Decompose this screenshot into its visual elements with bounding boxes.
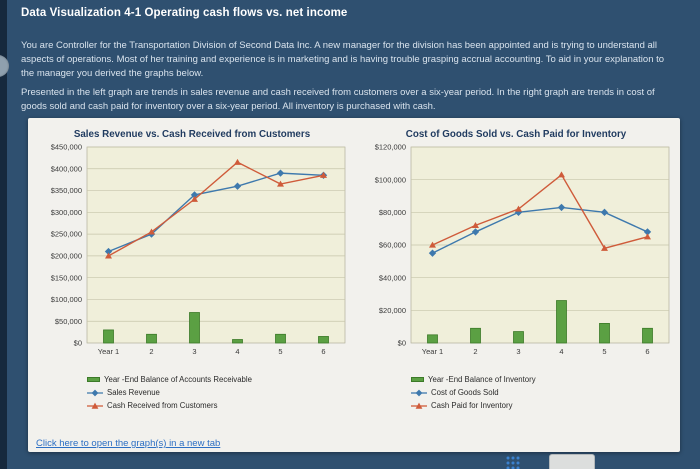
svg-text:$250,000: $250,000 — [51, 230, 82, 239]
svg-text:3: 3 — [192, 347, 196, 356]
chart-plot-right: $0 $20,000 $40,000 $60,000 $80,000 $100,000 $1… — [375, 143, 670, 356]
svg-text:6: 6 — [321, 347, 325, 356]
legend-label: Cash Paid for Inventory — [431, 401, 513, 410]
chart-title-right: Cost of Goods Sold vs. Cash Paid for Inv… — [405, 129, 627, 140]
page-title: Data Visualization 4-1 Operating cash fl… — [21, 7, 348, 19]
legend-item-cogs: Cost of Goods Sold — [411, 386, 677, 399]
chart-title-left: Sales Revenue vs. Cash Received from Cus… — [73, 129, 311, 140]
svg-text:4: 4 — [235, 347, 239, 356]
svg-text:$100,000: $100,000 — [51, 295, 82, 304]
left-edge-strip — [0, 0, 7, 469]
bar-swatch-icon — [87, 377, 100, 382]
legend-item-cash-received: Cash Received from Customers — [87, 399, 353, 412]
legend-label: Cost of Goods Sold — [431, 388, 499, 397]
svg-text:Year 1: Year 1 — [422, 347, 443, 356]
line-diamond-swatch-icon — [411, 389, 427, 397]
legend-item-inventory-balance: Year -End Balance of Inventory — [411, 373, 677, 386]
legend-label: Year -End Balance of Inventory — [428, 375, 536, 384]
chart-plot-left: $0 $50,000 $100,000 $150,000 $200,000 $250,00… — [51, 143, 346, 356]
svg-text:$20,000: $20,000 — [379, 306, 406, 315]
svg-text:$0: $0 — [398, 339, 406, 348]
chart-legend-right: Year -End Balance of Inventory Cost of G… — [411, 373, 677, 412]
svg-text:$40,000: $40,000 — [379, 273, 406, 282]
svg-text:3: 3 — [516, 347, 520, 356]
svg-text:$120,000: $120,000 — [375, 143, 406, 152]
svg-text:$100,000: $100,000 — [375, 175, 406, 184]
svg-text:5: 5 — [278, 347, 282, 356]
charts-row: Sales Revenue vs. Cash Received from Cus… — [28, 118, 680, 412]
svg-text:2: 2 — [473, 347, 477, 356]
legend-label: Sales Revenue — [107, 388, 160, 397]
chart-legend-left: Year -End Balance of Accounts Receivable… — [87, 373, 353, 412]
svg-text:$450,000: $450,000 — [51, 143, 82, 152]
svg-text:$50,000: $50,000 — [55, 317, 82, 326]
line-diamond-swatch-icon — [87, 389, 103, 397]
svg-text:$200,000: $200,000 — [51, 251, 82, 260]
intro-paragraph-2: Presented in the left graph are trends i… — [21, 87, 655, 112]
svg-text:$400,000: $400,000 — [51, 164, 82, 173]
open-graphs-link[interactable]: Click here to open the graph(s) in a new… — [36, 438, 221, 449]
chart-cogs-vs-cash-paid: Cost of Goods Sold vs. Cash Paid for Inv… — [355, 122, 677, 412]
intro-paragraph-1: You are Controller for the Transportatio… — [21, 40, 665, 79]
legend-label: Year -End Balance of Accounts Receivable — [104, 375, 252, 384]
grip-dots-icon[interactable] — [506, 456, 520, 469]
svg-text:6: 6 — [645, 347, 649, 356]
svg-text:$350,000: $350,000 — [51, 186, 82, 195]
charts-panel: Sales Revenue vs. Cash Received from Cus… — [28, 118, 680, 452]
svg-text:$300,000: $300,000 — [51, 208, 82, 217]
line-triangle-swatch-icon — [411, 402, 427, 410]
edge-handle-icon[interactable] — [0, 55, 9, 77]
svg-text:5: 5 — [602, 347, 606, 356]
legend-item-cash-paid: Cash Paid for Inventory — [411, 399, 677, 412]
svg-text:$150,000: $150,000 — [51, 273, 82, 282]
svg-text:Year 1: Year 1 — [98, 347, 119, 356]
svg-text:2: 2 — [149, 347, 153, 356]
svg-text:$0: $0 — [74, 339, 82, 348]
legend-item-accounts-receivable: Year -End Balance of Accounts Receivable — [87, 373, 353, 386]
svg-text:$80,000: $80,000 — [379, 208, 406, 217]
svg-text:$60,000: $60,000 — [379, 241, 406, 250]
legend-label: Cash Received from Customers — [107, 401, 218, 410]
line-triangle-swatch-icon — [87, 402, 103, 410]
chart-sales-vs-cash-received: Sales Revenue vs. Cash Received from Cus… — [31, 122, 353, 412]
bottom-right-box[interactable] — [549, 454, 595, 469]
bar-swatch-icon — [411, 377, 424, 382]
legend-item-sales-revenue: Sales Revenue — [87, 386, 353, 399]
svg-text:4: 4 — [559, 347, 563, 356]
